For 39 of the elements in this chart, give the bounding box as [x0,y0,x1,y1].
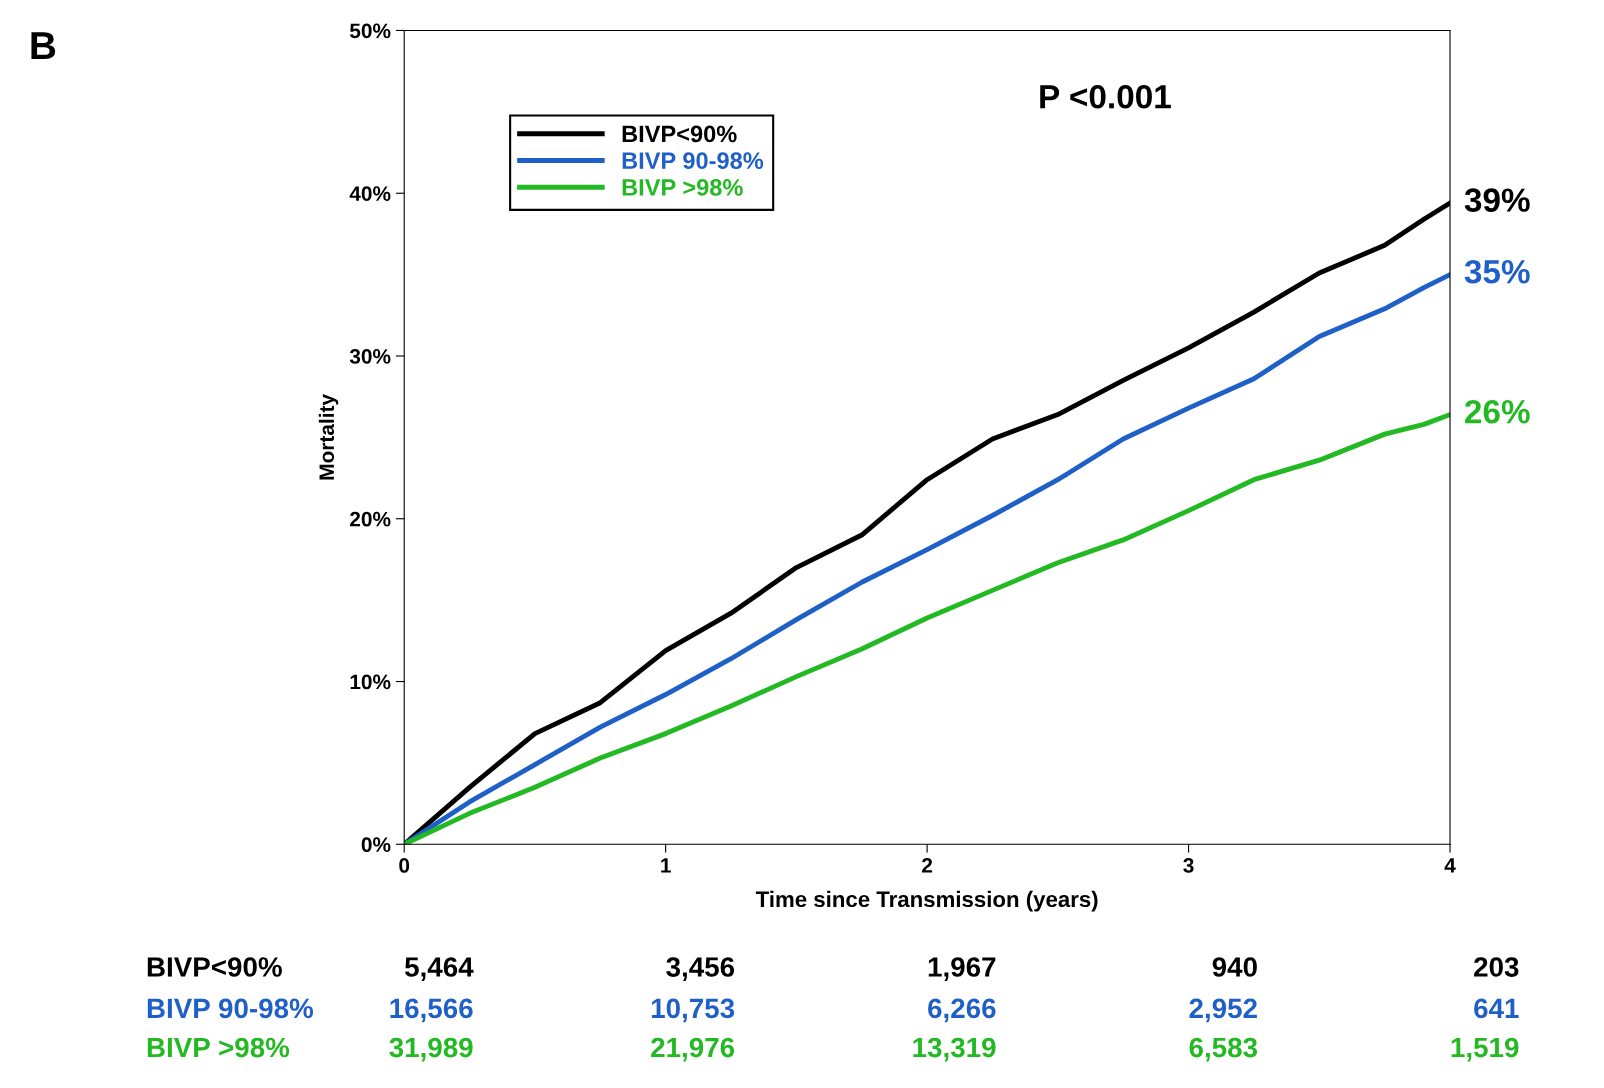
text: 1,967 [928,957,996,981]
text: 21,976 [651,1037,735,1062]
legend-label: BIVP<90% [622,125,737,143]
x-tick-label: 2 [922,858,933,873]
text: B [31,32,56,60]
text: 940 [1212,957,1257,977]
annotation: P <0.001 [1040,84,1171,109]
text: 10,753 [651,998,735,1023]
text: 1,519 [1451,1037,1519,1062]
text: BIVP<90% [147,957,282,977]
text: 16,566 [390,998,473,1023]
legend-label: BIVP 90-98% [622,152,764,170]
x-tick-label: 1 [661,858,671,873]
text: 203 [1474,957,1519,977]
y-axis-title: Mortality [318,394,339,480]
y-tick-label: 50% [349,23,391,39]
text: 5,464 [405,957,474,981]
text: 35% [1464,259,1530,284]
text: 2,952 [1189,998,1257,1023]
x-tick-label: 0 [399,858,410,873]
text: BIVP >98% [147,1037,290,1058]
y-tick-label: 10% [350,674,391,690]
text: BIVP 90-98% [147,998,314,1019]
text: 6,583 [1189,1037,1258,1062]
x-tick-label: 3 [1183,858,1194,873]
text: 26% [1465,399,1530,424]
x-tick-label: 4 [1444,858,1456,873]
legend-label: BIVP >98% [622,179,743,196]
text: 31,989 [389,1037,473,1062]
text: 3,456 [666,957,735,981]
text: 39% [1464,188,1530,212]
y-tick-label: 0% [361,837,391,853]
y-tick-label: 40% [349,186,391,201]
text: 13,319 [913,1037,996,1062]
y-tick-label: 20% [350,511,391,527]
y-tick-label: 30% [349,348,391,364]
text: 6,266 [928,998,996,1023]
x-axis-title: Time since Transmission (years) [755,890,1098,912]
text: 641 [1474,998,1519,1019]
